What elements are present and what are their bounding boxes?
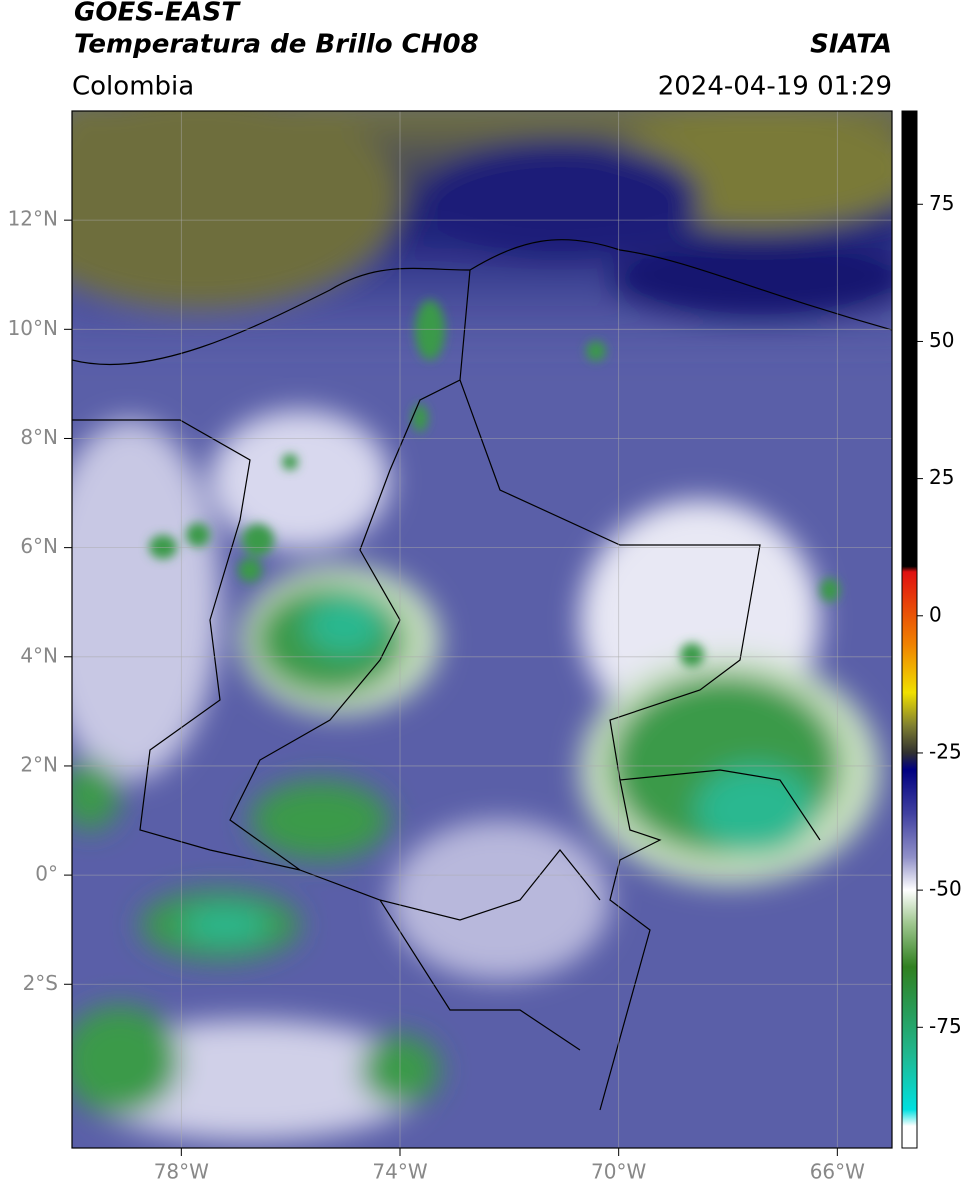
subtitle: Temperatura de Brillo CH08 — [74, 30, 479, 60]
y-tick-label: 10°N — [8, 316, 58, 340]
colorbar-tick-label: 25 — [929, 465, 954, 489]
title: GOES-EAST — [74, 0, 241, 28]
grid — [72, 111, 892, 1148]
colorbar-tick-label: 50 — [929, 328, 954, 352]
y-tick-label: 2°N — [20, 752, 58, 776]
colorbar-tick-label: 0 — [929, 602, 942, 626]
borders — [72, 239, 892, 1111]
map-frame — [71, 110, 893, 1149]
colorbar-tick-label: 75 — [929, 191, 954, 215]
region: Colombia — [72, 72, 194, 102]
x-tick-label: 70°W — [591, 1160, 646, 1184]
y-tick-label: 8°N — [20, 425, 58, 449]
colorbar — [901, 110, 918, 1149]
y-tick-label: 0° — [35, 862, 58, 886]
colorbar-tick-label: -50 — [929, 877, 962, 901]
y-tick-label: 6°N — [20, 534, 58, 558]
timestamp: 2024-04-19 01:29 — [658, 72, 892, 102]
colorbar-tick-label: -75 — [929, 1014, 962, 1038]
y-tick-label: 4°N — [20, 643, 58, 667]
x-tick-label: 66°W — [810, 1160, 865, 1184]
x-tick-label: 78°W — [154, 1160, 209, 1184]
source: SIATA — [810, 30, 892, 60]
colorbar-tick-label: -25 — [929, 739, 962, 763]
y-tick-label: 12°N — [8, 207, 58, 231]
satellite-image — [72, 111, 892, 1148]
y-tick-label: 2°S — [23, 971, 58, 995]
x-tick-label: 74°W — [372, 1160, 427, 1184]
